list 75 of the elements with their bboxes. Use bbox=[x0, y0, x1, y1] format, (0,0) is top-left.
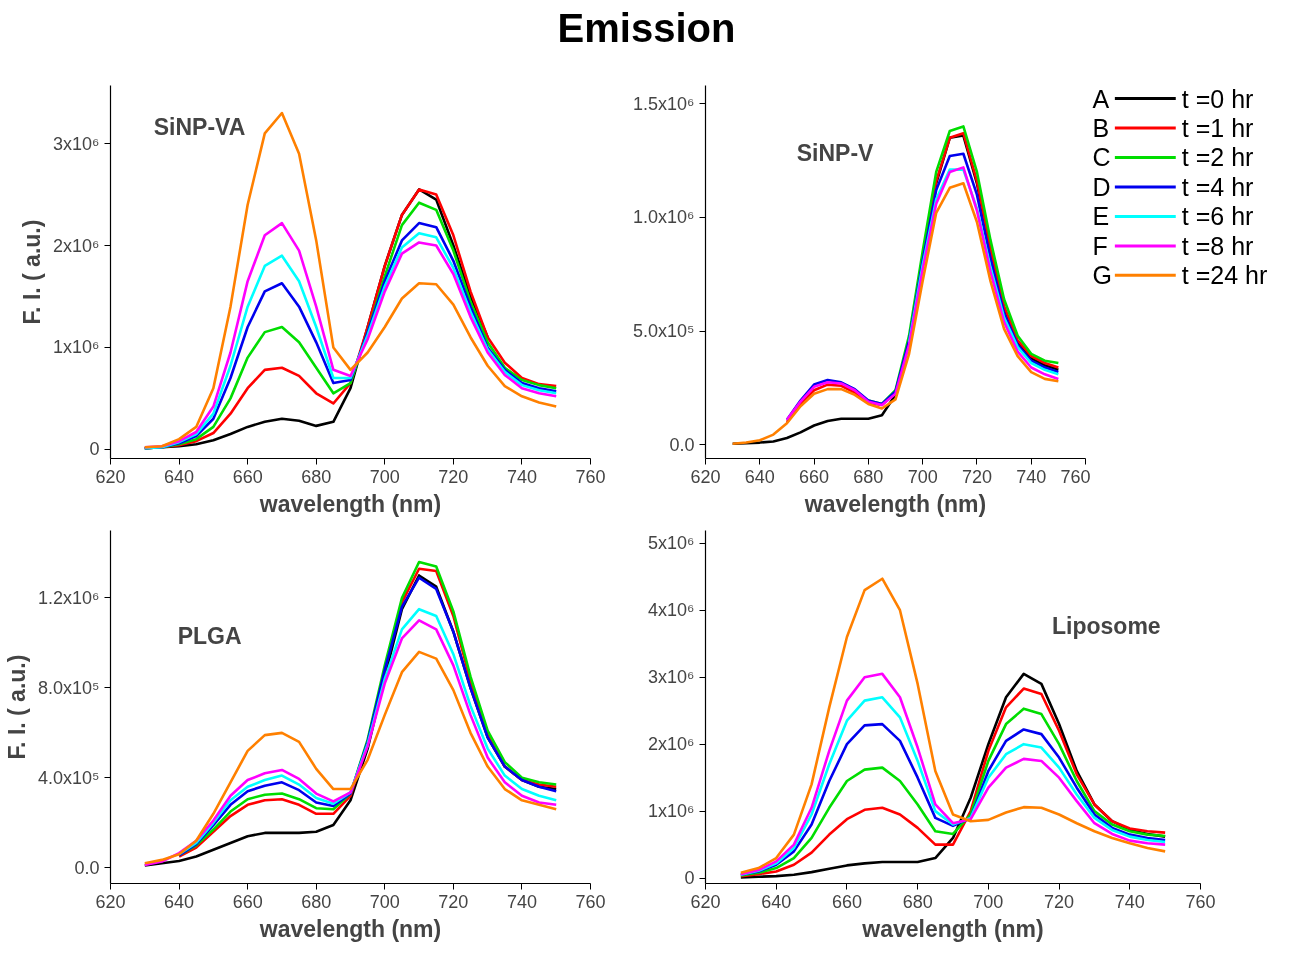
x-tick-label: 700 bbox=[369, 891, 400, 912]
annotation: SiNP-V bbox=[796, 139, 875, 166]
x-tick-label: 620 bbox=[690, 466, 721, 487]
x-tick-label: 760 bbox=[575, 891, 606, 912]
y-tick-label: 8.0x10⁵ bbox=[37, 677, 100, 698]
x-tick-label: 680 bbox=[853, 466, 884, 487]
x-tick-label: 680 bbox=[301, 891, 332, 912]
x-tick-label: 640 bbox=[761, 891, 792, 912]
legend-label: t =8 hr bbox=[1181, 231, 1254, 260]
y-tick-label: 1.2x10⁶ bbox=[38, 587, 100, 608]
x-tick-label: 620 bbox=[690, 891, 721, 912]
x-axis-title: wavelength (nm) bbox=[803, 490, 987, 517]
x-tick-label: 700 bbox=[973, 891, 1004, 912]
text: F bbox=[1092, 231, 1108, 260]
x-tick-label: 720 bbox=[961, 466, 992, 487]
x-tick-label: 760 bbox=[575, 466, 606, 487]
x-tick-label: 700 bbox=[907, 466, 938, 487]
legend-label: t =4 hr bbox=[1181, 172, 1254, 201]
x-tick-label: 740 bbox=[506, 466, 537, 487]
x-tick-label: 620 bbox=[95, 466, 126, 487]
x-tick-label: 760 bbox=[1060, 466, 1091, 487]
legend-label: t =6 hr bbox=[1181, 202, 1254, 231]
y-tick-label: 4.0x10⁵ bbox=[37, 767, 100, 788]
x-tick-label: 680 bbox=[301, 466, 332, 487]
x-tick-label: 640 bbox=[744, 466, 775, 487]
x-tick-label: 740 bbox=[1114, 891, 1145, 912]
y-axis-title: F. I. ( a.u.) bbox=[3, 654, 30, 760]
x-tick-label: 660 bbox=[831, 891, 862, 912]
x-tick-label: 720 bbox=[438, 466, 469, 487]
x-axis-title: wavelength (nm) bbox=[861, 915, 1044, 942]
legend-label: t =0 hr bbox=[1181, 84, 1254, 113]
y-tick-label: 2x10⁶ bbox=[53, 235, 100, 256]
y-tick-label: 1.0x10⁶ bbox=[633, 207, 695, 228]
text: A bbox=[1092, 84, 1110, 113]
y-tick-label: 0 bbox=[684, 868, 695, 889]
y-tick-label: 5.0x10⁵ bbox=[632, 321, 695, 342]
annotation: SiNP-VA bbox=[153, 113, 246, 140]
y-axis-title: F. I. ( a.u.) bbox=[19, 219, 46, 325]
x-tick-label: 640 bbox=[164, 891, 195, 912]
text: D bbox=[1092, 172, 1111, 201]
y-tick-label: 5x10⁶ bbox=[648, 533, 695, 554]
chart-title: Emission bbox=[557, 5, 736, 52]
annotation: PLGA bbox=[177, 623, 242, 650]
x-axis-title: wavelength (nm) bbox=[258, 490, 442, 517]
y-tick-label: 1x10⁶ bbox=[53, 337, 100, 358]
y-tick-label: 1.5x10⁶ bbox=[633, 93, 695, 114]
y-tick-label: 3x10⁶ bbox=[648, 667, 695, 688]
x-tick-label: 740 bbox=[506, 891, 537, 912]
x-tick-label: 640 bbox=[164, 466, 195, 487]
x-tick-label: 680 bbox=[902, 891, 933, 912]
y-tick-label: 0.0 bbox=[669, 434, 695, 455]
x-tick-label: 720 bbox=[438, 891, 469, 912]
y-tick-label: 0.0 bbox=[74, 857, 100, 878]
x-tick-label: 740 bbox=[1016, 466, 1047, 487]
x-tick-label: 700 bbox=[369, 466, 400, 487]
y-tick-label: 0 bbox=[89, 439, 100, 460]
y-tick-label: 1x10⁶ bbox=[648, 801, 695, 822]
x-tick-label: 720 bbox=[1044, 891, 1075, 912]
legend-label: t =24 hr bbox=[1181, 261, 1268, 290]
x-tick-label: 660 bbox=[232, 891, 263, 912]
x-tick-label: 660 bbox=[232, 466, 263, 487]
text: G bbox=[1092, 261, 1112, 290]
text: B bbox=[1092, 114, 1110, 143]
x-tick-label: 760 bbox=[1185, 891, 1216, 912]
y-tick-label: 3x10⁶ bbox=[53, 133, 100, 154]
text: C bbox=[1092, 143, 1111, 172]
annotation: Liposome bbox=[1052, 612, 1161, 639]
legend-label: t =2 hr bbox=[1181, 143, 1254, 172]
x-axis-title: wavelength (nm) bbox=[258, 915, 442, 942]
x-tick-label: 620 bbox=[95, 891, 126, 912]
text: E bbox=[1092, 202, 1110, 231]
legend-label: t =1 hr bbox=[1181, 114, 1254, 143]
y-tick-label: 2x10⁶ bbox=[648, 734, 695, 755]
y-tick-label: 4x10⁶ bbox=[648, 600, 695, 621]
x-tick-label: 660 bbox=[799, 466, 830, 487]
